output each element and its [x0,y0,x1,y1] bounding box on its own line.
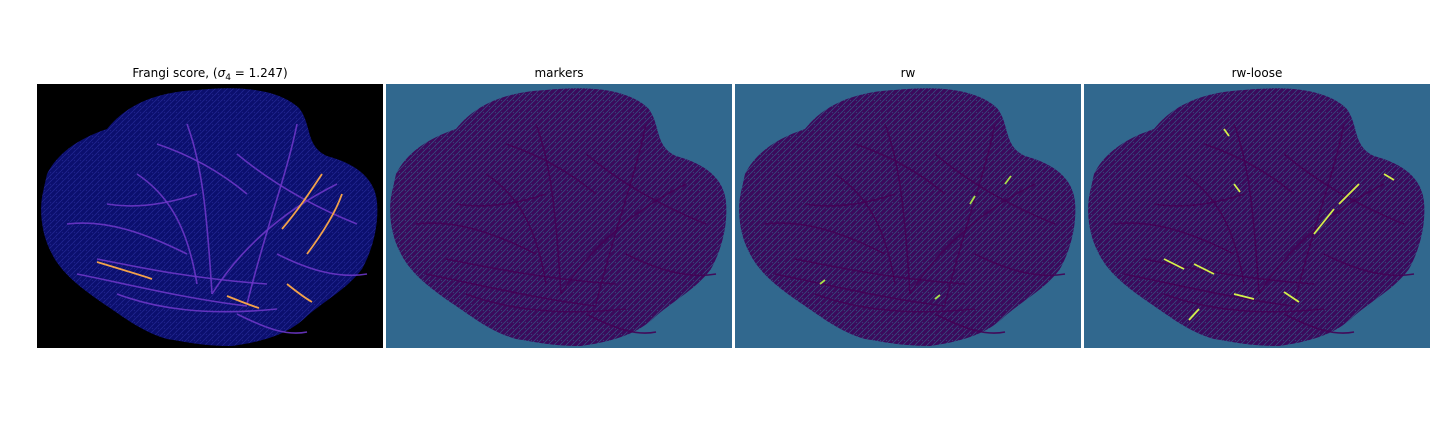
highlight-mark [1004,175,1012,185]
vein-line [455,193,547,207]
vein-line [814,293,976,313]
vein-line [246,123,298,305]
vein-line [1323,253,1415,277]
vein-line [76,273,248,307]
highlight-mark [1188,308,1200,321]
vein-line [944,123,996,305]
highlight-mark [969,195,976,205]
vein-line [1203,143,1295,195]
vein-line [934,153,1056,225]
highlight-mark [1193,263,1215,275]
panel-image-frangi [37,84,383,348]
vein-line [425,273,597,307]
vein-line [934,313,1006,334]
vein-line [236,153,358,225]
panel-title-frangi: Frangi score, (σ4 = 1.247) [37,64,383,83]
vein-line [116,293,278,313]
panel-image-markers [386,84,732,348]
panel-title-rw: rw [900,66,916,80]
vein-line [774,273,946,307]
vein-line [560,183,687,295]
rw-loose-image [1084,84,1430,348]
highlight-mark [934,294,941,300]
highlight-mark [1223,128,1230,137]
vein-line [186,123,213,295]
vein-line [1113,222,1235,255]
vein-line [1258,183,1385,295]
vein-line [1153,193,1245,207]
vein-line [909,183,1036,295]
vein-line [1123,273,1295,307]
highlight-mark [1233,293,1255,300]
vein-line [1233,123,1260,295]
title-subscript: 4 [225,73,231,83]
highlight-mark [1313,208,1335,235]
vein-line [156,143,248,195]
highlight-mark [1163,258,1185,270]
highlight-mark [306,193,343,255]
highlight-mark [281,173,323,230]
vein-line [276,253,368,277]
vein-line [236,313,308,334]
vein-line [505,143,597,195]
vein-line [96,258,268,285]
vein-line [136,173,198,285]
highlight-mark [1338,183,1360,205]
title-suffix: = 1.247) [230,66,288,80]
leaf-shape [390,88,727,347]
vein-line [884,123,911,295]
vein-line [794,258,966,285]
vein-line [595,123,647,305]
highlight-mark [1233,183,1241,193]
vein-line [1143,258,1315,285]
vein-line [1183,173,1245,285]
vein-line [764,222,886,255]
vein-line [485,173,547,285]
markers-image [386,84,732,348]
vein-line [834,173,896,285]
panel-title-rw-loose: rw-loose [1231,66,1283,80]
vein-line [1293,123,1345,305]
frangi-image [37,84,383,348]
highlight-mark [96,261,153,280]
vein-line [804,193,896,207]
vein-line [211,183,338,295]
vein-line [585,153,707,225]
leaf-shape [41,88,378,347]
highlight-mark [819,279,826,285]
vein-line [415,222,537,255]
vein-line [1163,293,1325,313]
highlight-mark [1283,291,1300,303]
vein-line [974,253,1066,277]
vein-line [465,293,627,313]
highlight-mark [1383,173,1395,181]
title-prefix: Frangi score, ( [132,66,218,80]
vein-line [854,143,946,195]
vein-line [1283,153,1405,225]
highlight-mark [226,295,260,309]
title-sigma: σ [217,66,226,80]
vein-line [585,313,657,334]
highlight-mark [286,283,313,303]
vein-line [106,193,198,207]
rw-image [735,84,1081,348]
leaf-shape [1088,88,1425,347]
vein-line [1283,313,1355,334]
panel-image-rw [735,84,1081,348]
panel-image-rw-loose [1084,84,1430,348]
vein-line [445,258,617,285]
vein-line [66,222,188,255]
panel-title-markers: markers [534,66,584,80]
vein-line [535,123,562,295]
vein-line [625,253,717,277]
